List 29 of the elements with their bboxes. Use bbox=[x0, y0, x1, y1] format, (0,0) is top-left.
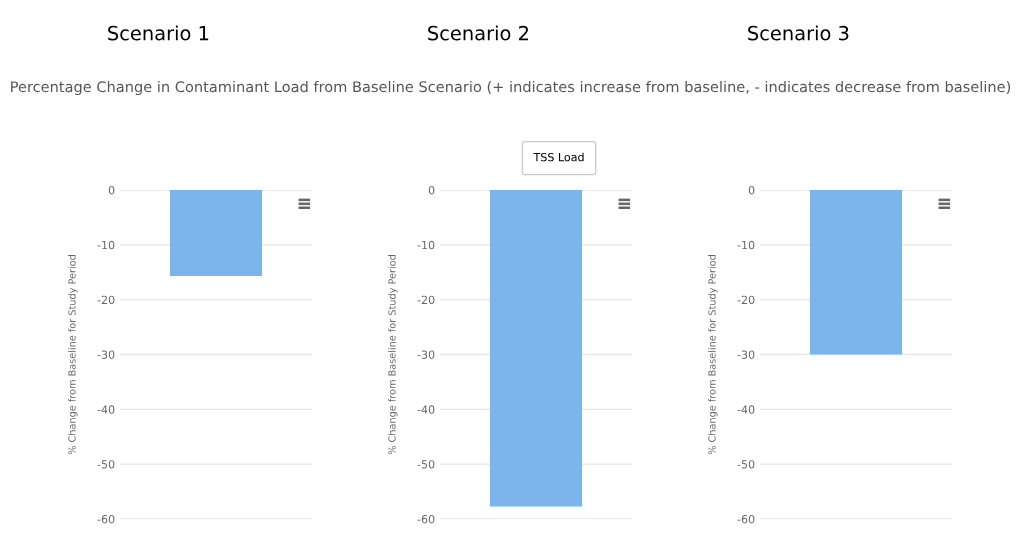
y-tick-label: -20 bbox=[97, 295, 115, 305]
y-tick-label: -10 bbox=[737, 240, 755, 250]
y-tick-label: 0 bbox=[428, 185, 435, 195]
y-tick-label: -10 bbox=[97, 240, 115, 250]
y-tick-label: -20 bbox=[417, 295, 435, 305]
y-tick-label: -50 bbox=[417, 460, 435, 469]
y-tick-label: -50 bbox=[97, 460, 115, 469]
y-tick-label: -10 bbox=[417, 240, 435, 250]
y-tick-label: -30 bbox=[737, 350, 755, 359]
chart-title: Scenario 3 bbox=[748, 25, 849, 41]
y-tick-label: -60 bbox=[417, 514, 435, 524]
y-tick-label: -40 bbox=[97, 405, 115, 414]
y-tick-label: -30 bbox=[417, 350, 435, 359]
y-axis-title: % Change from Baseline for Study Period bbox=[68, 255, 78, 455]
y-tick-label: -20 bbox=[737, 295, 755, 305]
y-axis-title: % Change from Baseline for Study Period bbox=[388, 255, 398, 455]
y-tick-label: -50 bbox=[737, 460, 755, 469]
y-axis-title: % Change from Baseline for Study Period bbox=[708, 255, 718, 455]
chart-title: Scenario 2 bbox=[428, 25, 528, 41]
chart-title: Scenario 1 bbox=[108, 25, 209, 41]
text: TSS Load bbox=[533, 152, 584, 162]
y-tick-label: 0 bbox=[748, 185, 755, 195]
y-tick-label: -30 bbox=[97, 350, 115, 359]
y-tick-label: 0 bbox=[108, 185, 115, 195]
y-tick-label: -40 bbox=[417, 405, 435, 414]
text: Percentage Change in Contaminant Load from Baseline Scenario (+ indicates increase from baseline, - indicates decrease from baseline) bbox=[11, 80, 1011, 96]
y-tick-label: -60 bbox=[737, 514, 755, 524]
y-tick-label: -60 bbox=[97, 514, 115, 524]
y-tick-label: -40 bbox=[737, 405, 755, 414]
